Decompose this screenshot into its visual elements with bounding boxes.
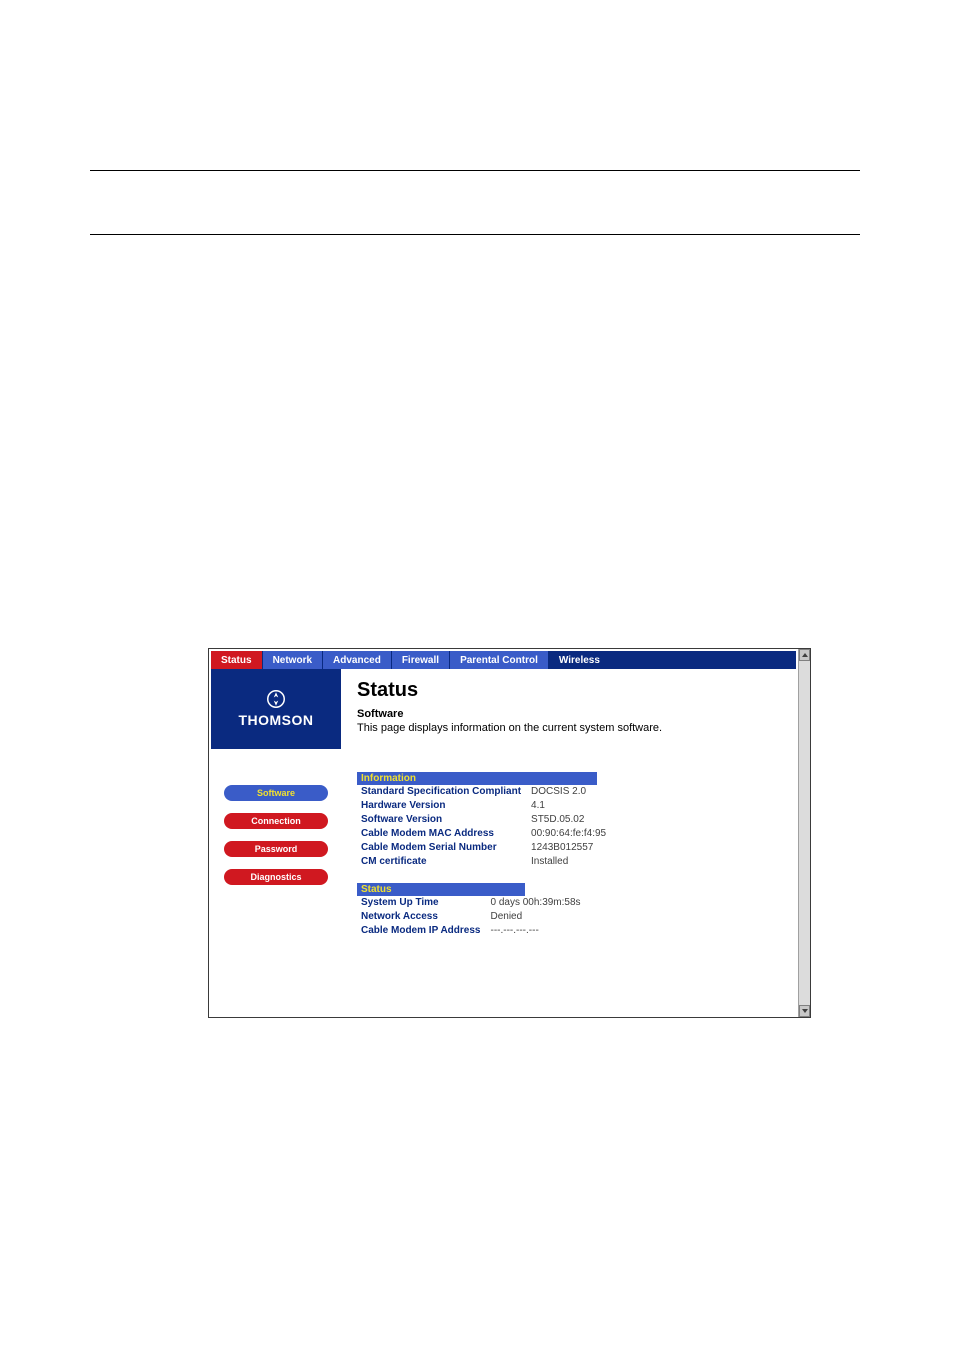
side-menu: Software Connection Password Diagnostics	[211, 749, 341, 885]
top-nav: Status Network Advanced Firewall Parenta…	[211, 651, 796, 669]
sidebar-item-diagnostics[interactable]: Diagnostics	[224, 869, 328, 885]
status-label: System Up Time	[357, 896, 486, 910]
page-title: Status	[357, 679, 780, 702]
section-header-information: Information	[357, 772, 597, 785]
info-label: Software Version	[357, 813, 527, 827]
table-row: Software Version ST5D.05.02	[357, 813, 612, 827]
main-pane: Status Software This page displays infor…	[341, 669, 796, 1015]
info-label: Cable Modem Serial Number	[357, 841, 527, 855]
table-row: Network Access Denied	[357, 910, 587, 924]
scroll-down-button[interactable]	[799, 1005, 810, 1017]
information-table: Standard Specification Compliant DOCSIS …	[357, 785, 612, 869]
info-value: 1243B012557	[527, 841, 612, 855]
info-value: 00:90:64:fe:f4:95	[527, 827, 612, 841]
info-label: Hardware Version	[357, 799, 527, 813]
divider	[90, 234, 860, 235]
page-subtitle: Software	[357, 708, 780, 720]
status-value: Denied	[486, 910, 586, 924]
tab-network[interactable]: Network	[263, 651, 323, 669]
nav-spacer	[611, 651, 796, 669]
divider	[90, 170, 860, 171]
brand-logo: THOMSON	[211, 669, 341, 749]
chevron-down-icon	[802, 1009, 808, 1013]
sidebar-item-software[interactable]: Software	[224, 785, 328, 801]
info-label: CM certificate	[357, 855, 527, 869]
tab-wireless[interactable]: Wireless	[549, 651, 611, 669]
tab-parental-control[interactable]: Parental Control	[450, 651, 549, 669]
table-row: Cable Modem MAC Address 00:90:64:fe:f4:9…	[357, 827, 612, 841]
info-value: 4.1	[527, 799, 612, 813]
status-value: 0 days 00h:39m:58s	[486, 896, 586, 910]
vertical-scrollbar[interactable]	[798, 649, 810, 1017]
left-pane: THOMSON Software Connection Password Dia…	[211, 669, 341, 1015]
router-admin-screenshot: Status Network Advanced Firewall Parenta…	[208, 648, 811, 1018]
table-row: Cable Modem IP Address ---.---.---.---	[357, 924, 587, 938]
table-row: Standard Specification Compliant DOCSIS …	[357, 785, 612, 799]
section-header-status: Status	[357, 883, 525, 896]
brand-icon	[267, 690, 285, 708]
tab-firewall[interactable]: Firewall	[392, 651, 450, 669]
table-row: CM certificate Installed	[357, 855, 612, 869]
status-table: System Up Time 0 days 00h:39m:58s Networ…	[357, 896, 587, 938]
status-value: ---.---.---.---	[486, 924, 586, 938]
brand-text: THOMSON	[238, 712, 313, 728]
info-label: Standard Specification Compliant	[357, 785, 527, 799]
document-page: Status Network Advanced Firewall Parenta…	[0, 0, 954, 1351]
sidebar-item-password[interactable]: Password	[224, 841, 328, 857]
table-row: Cable Modem Serial Number 1243B012557	[357, 841, 612, 855]
info-label: Cable Modem MAC Address	[357, 827, 527, 841]
table-row: System Up Time 0 days 00h:39m:58s	[357, 896, 587, 910]
tab-status[interactable]: Status	[211, 651, 263, 669]
info-value: DOCSIS 2.0	[527, 785, 612, 799]
page-description: This page displays information on the cu…	[357, 722, 780, 734]
table-row: Hardware Version 4.1	[357, 799, 612, 813]
info-value: ST5D.05.02	[527, 813, 612, 827]
info-value: Installed	[527, 855, 612, 869]
status-label: Cable Modem IP Address	[357, 924, 486, 938]
chevron-up-icon	[802, 653, 808, 657]
tab-advanced[interactable]: Advanced	[323, 651, 392, 669]
status-label: Network Access	[357, 910, 486, 924]
sidebar-item-connection[interactable]: Connection	[224, 813, 328, 829]
scroll-up-button[interactable]	[799, 649, 810, 661]
screenshot-inner: Status Network Advanced Firewall Parenta…	[211, 651, 796, 1015]
